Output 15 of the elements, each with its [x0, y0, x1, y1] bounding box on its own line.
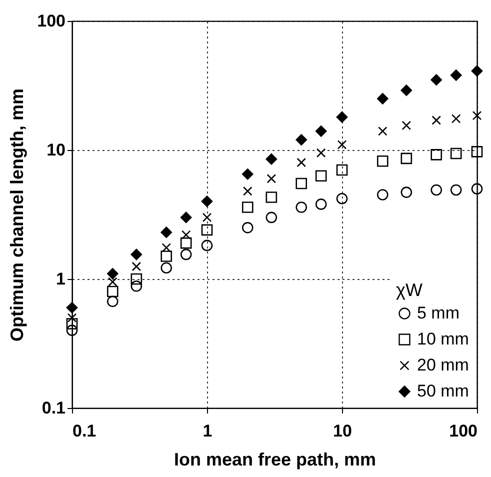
- x-tick-label: 1: [202, 422, 212, 440]
- legend-label: 50 mm: [417, 382, 469, 400]
- legend-label: 5 mm: [417, 304, 460, 322]
- y-axis-title: Optimum channel length, mm: [7, 88, 28, 342]
- y-tick-label: 1: [56, 270, 66, 288]
- legend-title: χW: [396, 280, 422, 300]
- y-tick-label: 100: [37, 12, 66, 30]
- x-axis-title: Ion mean free path, mm: [174, 450, 376, 470]
- legend-label: 10 mm: [417, 330, 469, 348]
- x-tick-label: 100: [449, 422, 478, 440]
- y-tick-label: 0.1: [42, 398, 66, 418]
- x-tick-label: 0.1: [72, 422, 96, 440]
- legend-label: 20 mm: [417, 356, 469, 374]
- y-tick-label: 10: [46, 140, 66, 160]
- x-tick-label: 10: [333, 422, 352, 440]
